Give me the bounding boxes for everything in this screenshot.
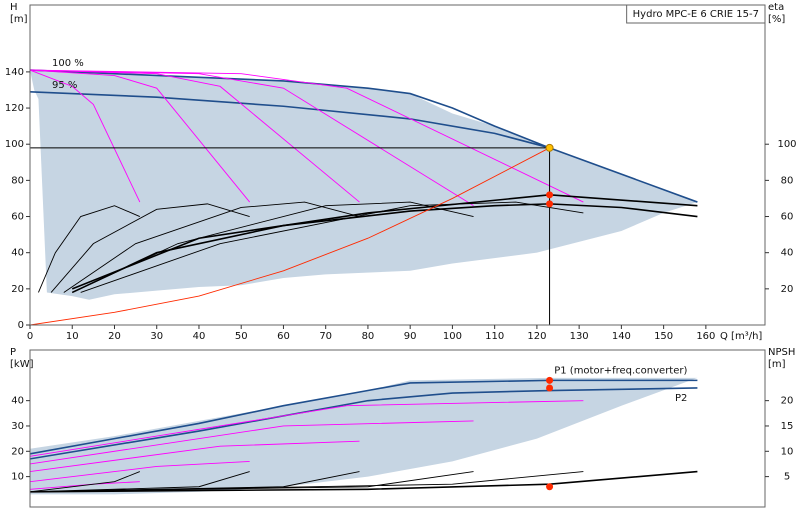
plot-frame [29,349,766,508]
y2-tick-label: 100 [777,139,796,150]
y-tick-label: 100 [5,139,24,150]
operating-point [546,483,554,491]
x-tick-label: 100 [443,331,462,342]
x-tick-label: 60 [277,331,290,342]
y-axis-label: H [10,2,18,13]
y-tick-label: 120 [5,103,24,114]
curve-label: P1 (motor+freq.converter) [554,365,687,376]
curve [30,440,360,472]
operating-area [30,377,698,495]
y2-tick-label: 15 [781,421,794,432]
curve [30,379,698,455]
y-tick-label: 20 [11,446,24,457]
x-tick-label: 20 [108,331,121,342]
plot-layer [30,377,698,495]
y2-axis-label: NPSH [768,347,795,358]
curve [30,69,251,203]
y-tick-label: 30 [11,421,24,432]
x-tick-label: 40 [193,331,206,342]
y2-tick-label: 5 [784,472,790,483]
y2-tick-label: 20 [781,284,794,295]
y-tick-label: 140 [5,67,24,78]
curve-label: P2 [675,393,687,404]
y-axis-label: [m] [10,14,28,25]
curve [30,460,250,483]
y2-axis-label: eta [768,2,784,13]
curve [63,201,360,293]
curve [30,471,584,493]
x-tick-label: 120 [527,331,546,342]
title-box [626,4,766,24]
curve [30,471,140,493]
x-tick-label: 80 [362,331,375,342]
x-tick-label: 10 [66,331,79,342]
x-tick-label: 90 [404,331,417,342]
operating-point [546,384,554,392]
x-tick-label: 0 [27,331,33,342]
y-axis-label: [kW] [10,359,34,370]
curve [71,194,698,290]
y-tick-label: 80 [11,175,24,186]
curve [71,203,698,294]
x-tick-label: 110 [485,331,504,342]
curve [30,69,584,203]
curve [30,420,474,465]
x-tick-label: 70 [319,331,332,342]
y-axis-label: P [10,347,16,358]
y2-tick-label: 60 [781,212,794,223]
y2-tick-label: 20 [781,396,794,407]
y-tick-label: 60 [11,212,24,223]
y-tick-label: 20 [11,284,24,295]
x-tick-label: 160 [696,331,715,342]
curve [80,201,584,293]
x-tick-label: 130 [570,331,589,342]
duty-point [545,143,554,152]
y2-tick-label: 80 [781,175,794,186]
y2-axis-label: [m] [768,359,786,370]
y2-tick-label: 10 [781,446,794,457]
operating-area [30,70,698,300]
chart-title: Hydro MPC-E 6 CRIE 15-7 [633,9,759,20]
y-tick-label: 40 [11,396,24,407]
curve [30,470,698,493]
operating-point [546,376,554,384]
x-tick-label: 150 [654,331,673,342]
curve [30,69,698,203]
x-axis-label: Q [m³/h] [720,331,762,342]
plot-layer [30,69,698,325]
curve [30,69,141,203]
curve-label: 95 % [52,80,77,91]
plot-frame [29,4,766,326]
curve [30,147,550,325]
x-tick-label: 50 [235,331,248,342]
y-tick-label: 0 [18,320,24,331]
curve [38,205,141,293]
operating-point [546,191,554,199]
y-tick-label: 40 [11,248,24,259]
curve [30,387,698,460]
y2-axis-label: [%] [768,14,785,25]
curve [30,90,550,149]
curve [30,471,250,493]
curve [30,69,360,203]
operating-point [546,200,554,208]
x-tick-label: 140 [612,331,631,342]
curve-label: 100 % [52,58,84,69]
x-tick-label: 30 [150,331,163,342]
y2-tick-label: 40 [781,248,794,259]
curve [50,203,250,293]
curve [30,400,584,457]
y-tick-label: 10 [11,472,24,483]
